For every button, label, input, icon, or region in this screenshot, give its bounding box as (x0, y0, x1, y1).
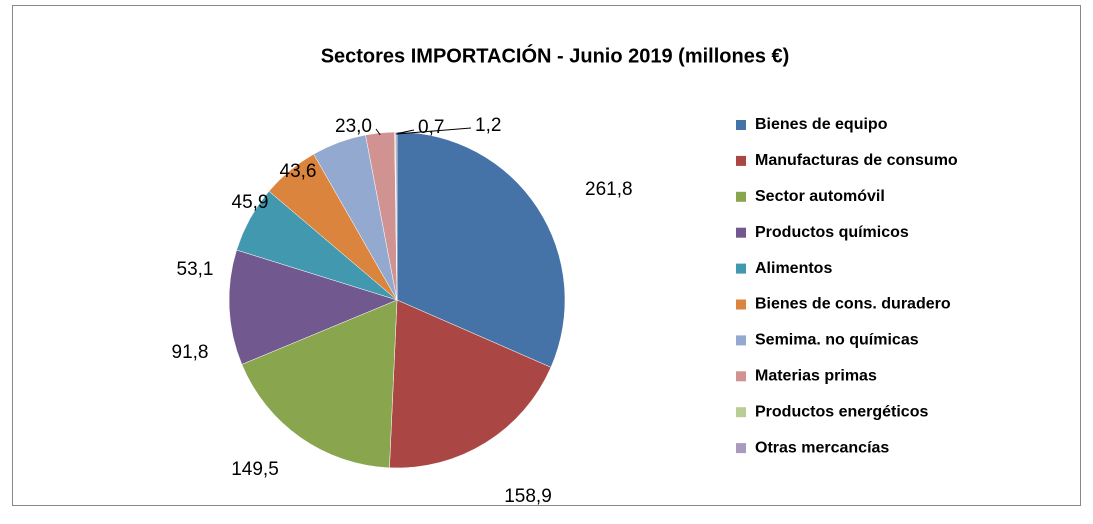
legend-swatch (736, 227, 746, 238)
value-label: 45,9 (232, 192, 269, 213)
value-label: 1,2 (475, 115, 501, 136)
legend-label: Productos químicos (755, 224, 909, 241)
legend-swatch (736, 191, 746, 202)
leader-line (375, 128, 381, 136)
legend-swatch (736, 443, 746, 454)
legend-label: Manufacturas de consumo (755, 152, 958, 169)
legend-swatch (736, 407, 746, 418)
legend-swatch (736, 120, 746, 130)
legend-label: Bienes de equipo (755, 116, 888, 133)
value-label: 43,6 (280, 161, 317, 182)
legend-swatch (736, 299, 746, 310)
legend-swatch (736, 263, 746, 274)
pie-slice (228, 249, 398, 365)
legend-label: Alimentos (755, 260, 832, 277)
value-label: 158,9 (504, 486, 552, 507)
pie-slice (241, 299, 398, 469)
legend-label: Otras mercancías (755, 439, 889, 456)
legend-swatch (736, 155, 746, 166)
value-label: 149,5 (231, 459, 279, 480)
legend-swatch (736, 371, 746, 382)
leader-line (396, 127, 472, 135)
chart-title: Sectores IMPORTACIÓN - Junio 2019 (millo… (321, 43, 790, 67)
value-label: 23,0 (335, 116, 372, 137)
pie-slice (395, 131, 398, 301)
value-label: 0,7 (418, 117, 444, 138)
legend-label: Productos energéticos (755, 403, 928, 420)
pie-slice (389, 299, 552, 469)
legend-label: Semima. no químicas (755, 332, 919, 349)
pie-slice (396, 131, 566, 368)
value-label: 91,8 (172, 342, 209, 363)
legend-label: Sector automóvil (755, 188, 885, 205)
value-label: 53,1 (177, 259, 214, 280)
legend-label: Materias primas (755, 368, 877, 385)
legend-label: Bienes de cons. duradero (755, 296, 951, 313)
value-label: 261,8 (585, 179, 633, 200)
legend-swatch (736, 335, 746, 346)
